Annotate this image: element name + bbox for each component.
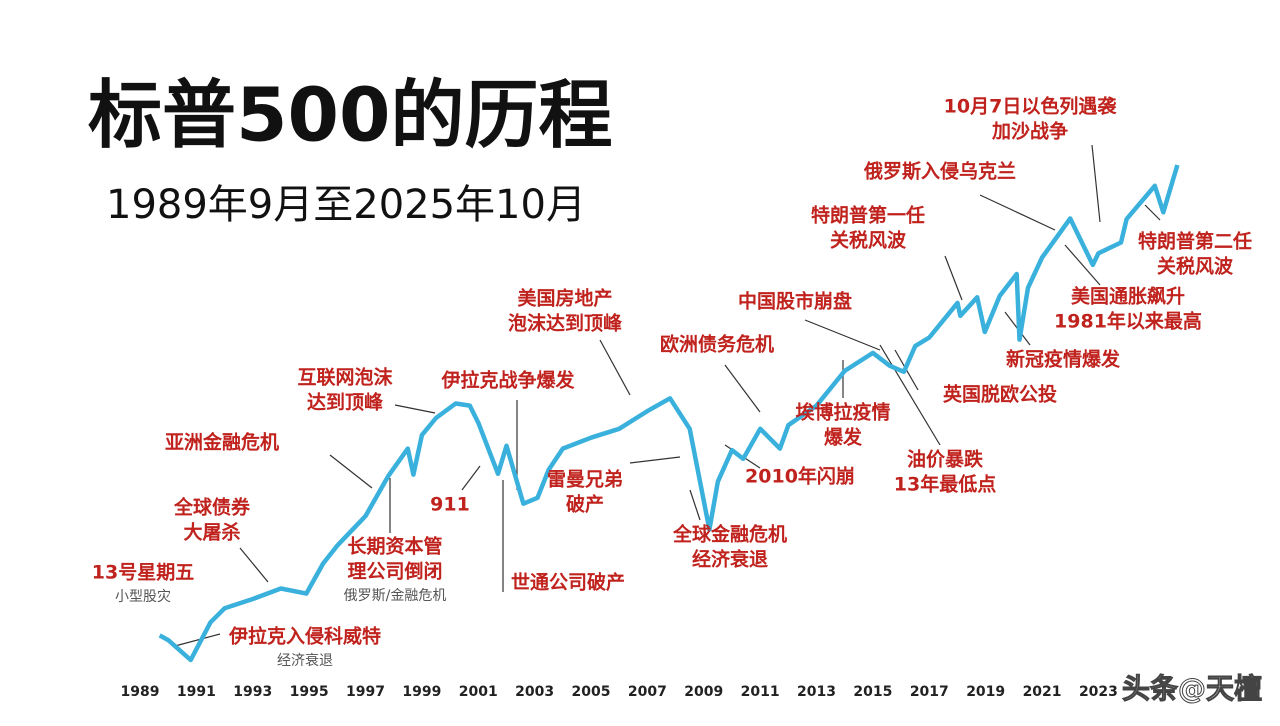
x-tick-label: 1991 (177, 684, 216, 700)
annotation-text: 互联网泡沫 (297, 366, 393, 389)
annotation-note: 小型股灾 (115, 588, 171, 605)
annotation-pointer (629, 456, 681, 464)
x-tick-label: 2003 (515, 684, 554, 700)
annotation-text: 经济衰退 (692, 548, 768, 571)
annotation-text: 10月7日以色列遇袭 (944, 95, 1118, 118)
annotation-note: 经济衰退 (277, 652, 333, 669)
annotation-text: 雷曼兄弟 (547, 468, 623, 491)
annotation-text: 新冠疫情爆发 (1006, 348, 1121, 371)
annotation-text: 爆发 (824, 426, 863, 449)
annotation-text: 埃博拉疫情 (795, 401, 890, 424)
annotation-pointer (1091, 144, 1101, 223)
annotation-text: 特朗普第二任 (1138, 230, 1252, 253)
annotation-text: 伊拉克入侵科威特 (228, 625, 381, 648)
watermark: 头条@天檀 (1122, 672, 1262, 705)
annotation-text: 加沙战争 (991, 120, 1068, 143)
index-line (158, 164, 1180, 663)
x-tick-label: 2005 (572, 684, 611, 700)
chart-subtitle: 1989年9月至2025年10月 (106, 182, 586, 228)
x-tick-label: 2019 (966, 684, 1005, 700)
annotation-text: 中国股市崩盘 (738, 290, 852, 313)
annotation-pointer (804, 319, 881, 351)
annotation-text: 大屠杀 (183, 521, 240, 544)
annotation-pointer (1144, 204, 1161, 221)
annotation-text: 泡沫达到顶峰 (508, 312, 623, 335)
annotation-text: 长期资本管 (347, 535, 442, 558)
annotation-text: 13号星期五 (92, 562, 194, 584)
x-tick-label: 1993 (233, 684, 272, 700)
annotation-pointer (329, 454, 373, 489)
annotation-text: 亚洲金融危机 (165, 431, 279, 454)
x-tick-label: 2009 (684, 684, 723, 700)
annotation-text: 关税风波 (830, 229, 907, 252)
annotation-text: 欧洲债务危机 (660, 333, 774, 356)
annotations: 13号星期五小型股灾伊拉克入侵科威特经济衰退全球债券大屠杀亚洲金融危机互联网泡沫… (92, 95, 1252, 670)
x-tick-label: 2021 (1023, 684, 1062, 700)
annotation-pointer (879, 344, 941, 446)
annotation-text: 关税风波 (1157, 255, 1234, 278)
annotation-pointer (1064, 244, 1101, 286)
annotation-pointer (979, 194, 1056, 231)
annotation-pointer (239, 547, 269, 583)
annotation-pointer (944, 255, 963, 301)
annotation-text: 13年最低点 (894, 473, 996, 496)
annotation-note: 俄罗斯/金融危机 (344, 588, 447, 604)
annotation-text: 破产 (566, 493, 604, 516)
annotation-pointer (689, 489, 701, 521)
annotation-pointer (461, 465, 481, 491)
x-tick-label: 1989 (121, 684, 160, 700)
annotation-text: 油价暴跌 (907, 448, 984, 471)
annotation-pointer (599, 339, 631, 396)
annotation-text: 美国房地产 (517, 287, 612, 310)
annotation-pointer (394, 404, 436, 414)
x-tick-label: 1995 (290, 684, 329, 700)
annotation-text: 理公司倒闭 (347, 560, 442, 583)
annotation-text: 达到顶峰 (307, 391, 384, 414)
x-tick-label: 1999 (402, 684, 441, 700)
x-axis: 1989 1991 1993 1995 1997 1999 2001 2003 2005 2007… (121, 684, 1118, 700)
annotation-text: 美国通胀飙升 (1071, 285, 1185, 308)
x-tick-label: 2007 (628, 684, 667, 700)
annotation-text: 俄罗斯入侵乌克兰 (863, 160, 1016, 183)
annotation-pointer (724, 364, 761, 413)
x-tick-label: 2011 (741, 684, 780, 700)
x-tick-label: 2013 (797, 684, 836, 700)
annotation-text: 2010年闪崩 (745, 465, 855, 488)
annotation-text: 英国脱欧公投 (943, 383, 1057, 406)
x-tick-label: 2015 (853, 684, 892, 700)
annotation-text: 911 (430, 494, 470, 516)
annotation-text: 世通公司破产 (511, 571, 625, 594)
annotation-text: 特朗普第一任 (811, 204, 925, 227)
annotation-pointer (174, 633, 221, 647)
x-tick-label: 2017 (910, 684, 949, 700)
annotation-text: 全球金融危机 (672, 523, 787, 546)
annotation-text: 伊拉克战争爆发 (440, 369, 575, 392)
plot (158, 164, 1180, 663)
annotation-text: 全球债券 (173, 496, 251, 519)
chart-title: 标普500的历程 (88, 73, 612, 159)
x-tick-label: 1997 (346, 684, 385, 700)
annotation-text: 1981年以来最高 (1054, 310, 1202, 333)
x-tick-label: 2001 (459, 684, 498, 700)
x-tick-label: 2023 (1079, 684, 1118, 700)
